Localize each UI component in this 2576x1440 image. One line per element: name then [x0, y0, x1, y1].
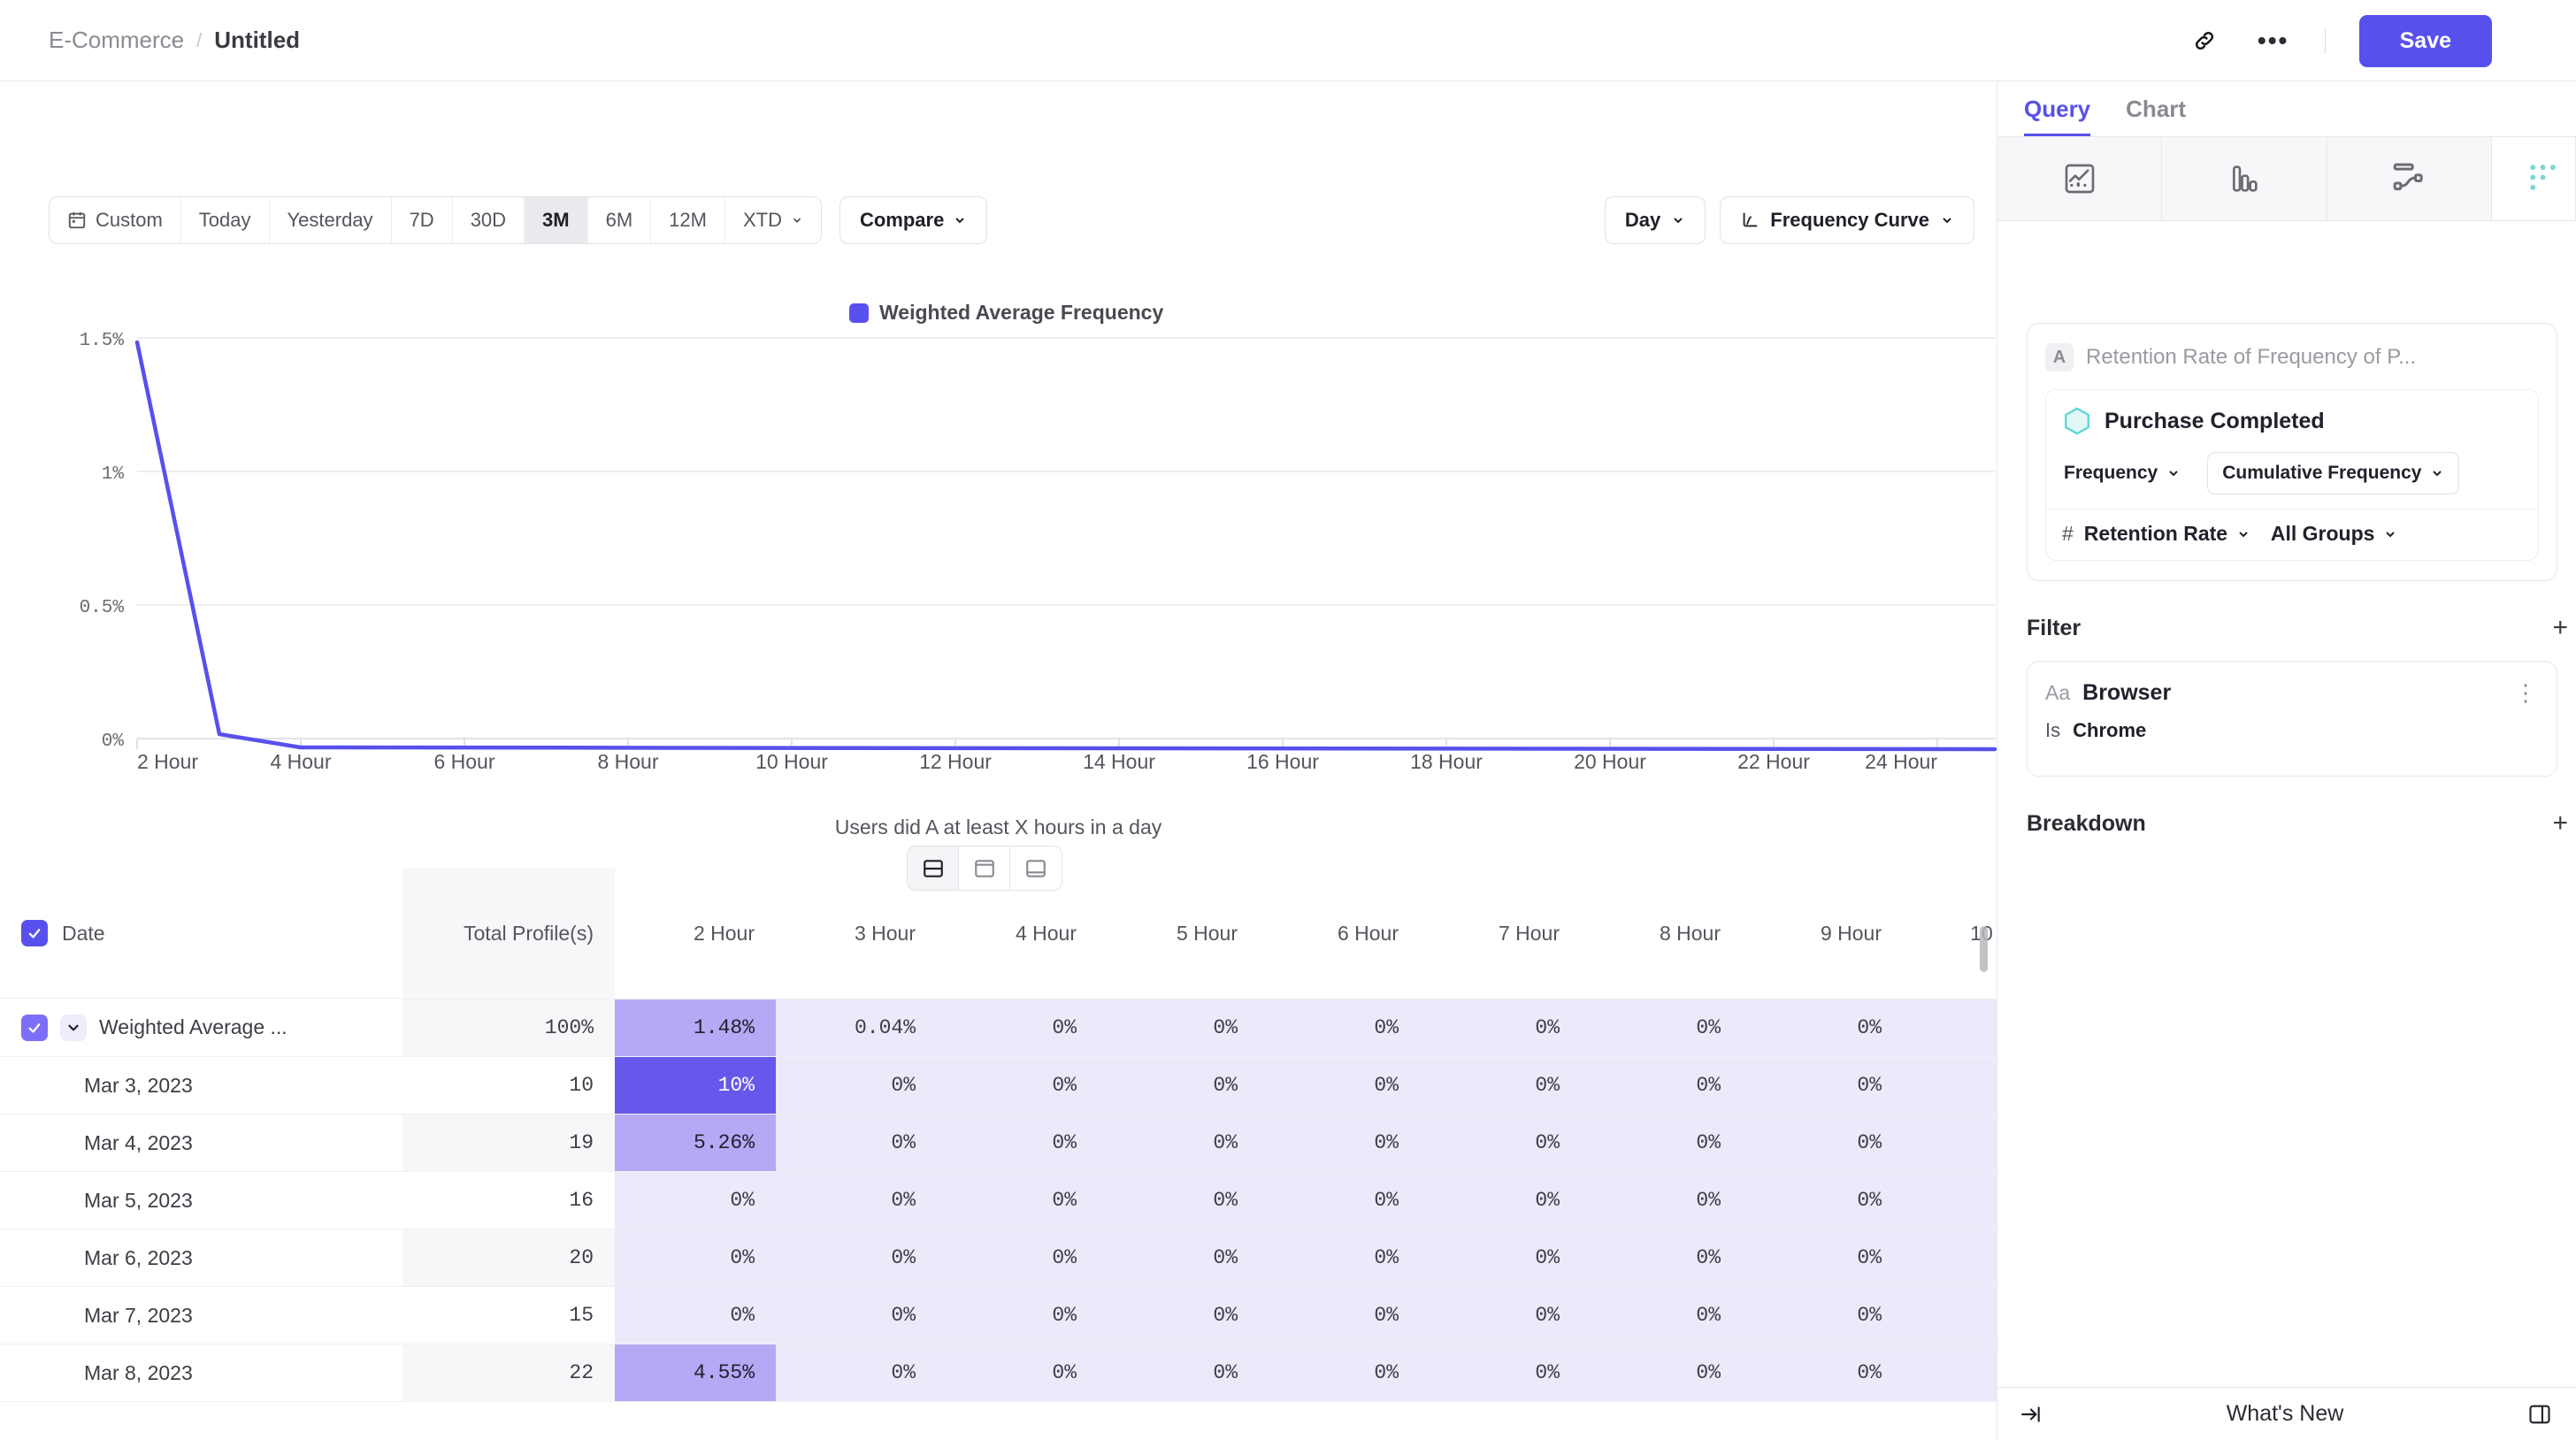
- svg-text:4 Hour: 4 Hour: [270, 750, 331, 773]
- svg-text:24 Hour: 24 Hour: [1865, 750, 1937, 773]
- svg-text:16 Hour: 16 Hour: [1246, 750, 1319, 773]
- svg-text:18 Hour: 18 Hour: [1410, 750, 1483, 773]
- svg-text:8 Hour: 8 Hour: [597, 750, 658, 773]
- svg-text:20 Hour: 20 Hour: [1574, 750, 1646, 773]
- svg-text:0.5%: 0.5%: [80, 598, 125, 618]
- svg-text:14 Hour: 14 Hour: [1083, 750, 1155, 773]
- svg-text:12 Hour: 12 Hour: [919, 750, 992, 773]
- svg-text:0%: 0%: [102, 731, 125, 752]
- svg-text:2 Hour: 2 Hour: [137, 750, 198, 773]
- svg-text:6 Hour: 6 Hour: [433, 750, 494, 773]
- svg-text:10 Hour: 10 Hour: [755, 750, 828, 773]
- svg-text:1%: 1%: [102, 464, 125, 485]
- svg-text:22 Hour: 22 Hour: [1737, 750, 1810, 773]
- svg-text:1.5%: 1.5%: [80, 331, 125, 351]
